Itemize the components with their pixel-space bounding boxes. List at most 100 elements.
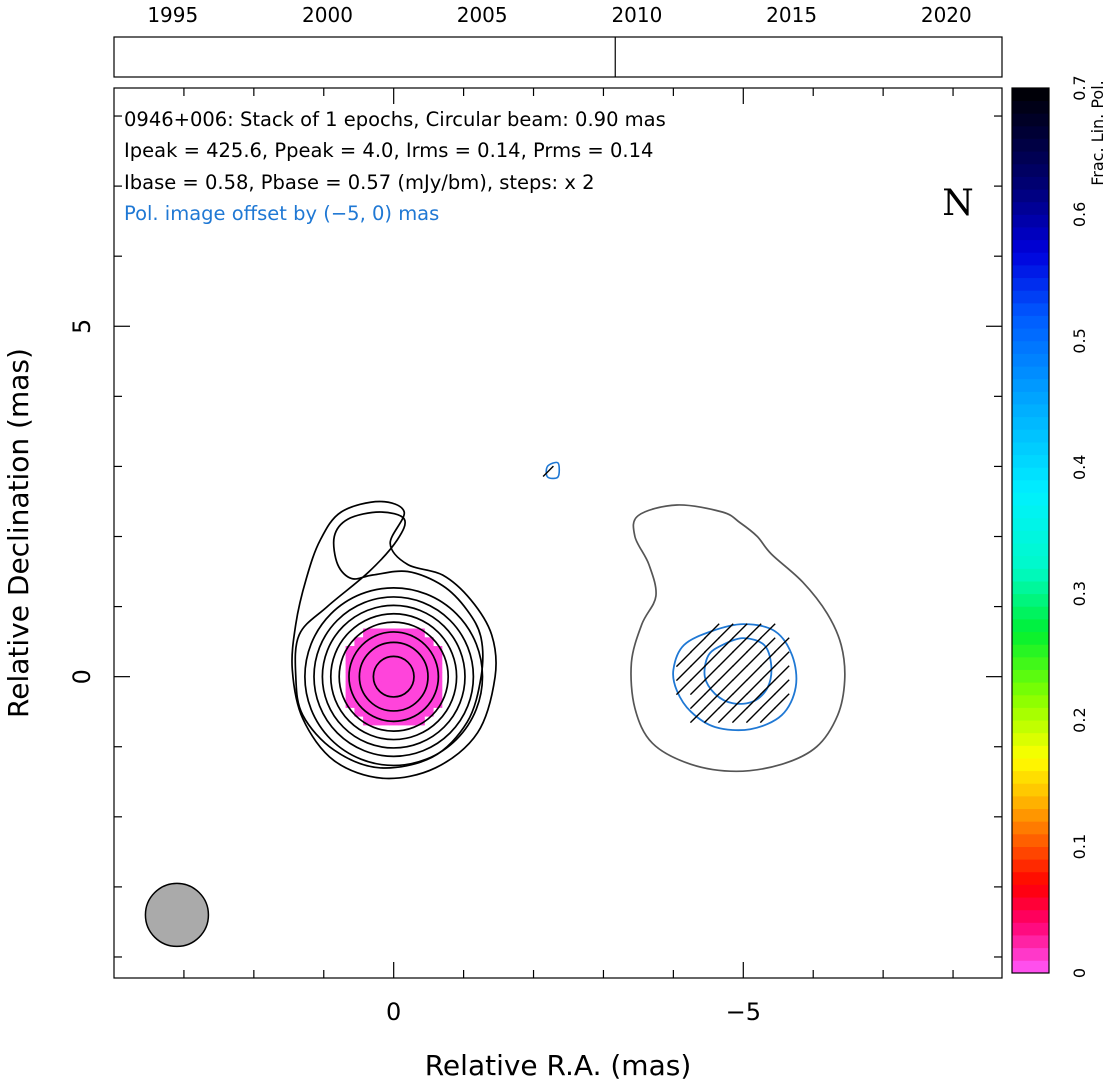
intensity-contour-lobe — [291, 500, 497, 780]
pol-pixel — [398, 637, 408, 647]
timeline-year-label: 2015 — [766, 3, 817, 27]
evpa-vector — [773, 651, 790, 668]
colorbar: 0 0.1 0.2 0.3 0.4 0.5 0.6 0.7 Frac. Lin. Pol. — [1011, 75, 1107, 978]
evpa-vector — [689, 637, 706, 653]
colorbar-label: Frac. Lin. Pol. — [1088, 80, 1107, 185]
colorbar-tick-label: 0 — [1070, 968, 1089, 978]
pol-pixel — [424, 637, 434, 647]
pol-pixel — [380, 681, 390, 691]
evpa-vector — [731, 623, 748, 639]
colorbar-band — [1012, 656, 1049, 670]
evpa-vector — [773, 665, 790, 682]
colorbar-band — [1012, 302, 1049, 316]
pol-pixel — [389, 681, 399, 691]
pol-pixel — [389, 628, 399, 638]
colorbar-band — [1012, 265, 1049, 279]
polarized-intensity-contours — [545, 461, 846, 773]
pol-pixel — [424, 689, 434, 700]
pol-pixel — [406, 672, 417, 682]
evpa-vector — [675, 679, 692, 696]
evpa-vector — [759, 637, 776, 653]
evpa-vector — [703, 707, 720, 724]
pol-pixel — [406, 654, 417, 665]
evpa-vector — [542, 465, 554, 477]
evpa-vector — [675, 651, 692, 668]
pol-pixel — [433, 646, 443, 656]
evpa-vector — [717, 707, 734, 724]
evpa-vector — [773, 693, 790, 710]
colorbar-band — [1012, 833, 1049, 847]
evpa-vector — [717, 623, 734, 639]
pol-pixel — [389, 707, 399, 717]
pol-pixel — [371, 646, 382, 656]
pol-pixel — [380, 654, 390, 665]
pol-pixel — [363, 698, 373, 708]
colorbar-band — [1012, 151, 1049, 165]
evpa-vector — [759, 651, 776, 668]
evpa-vector — [703, 693, 720, 710]
evpa-vector — [703, 651, 720, 668]
colorbar-band — [1012, 176, 1049, 190]
north-label: N — [942, 183, 974, 224]
timeline-ticks: 1995 2000 2005 2010 2015 2020 — [147, 3, 971, 27]
colorbar-band — [1012, 227, 1049, 241]
evpa-vector — [689, 651, 706, 668]
intensity-contour-ring — [304, 587, 484, 767]
colorbar-band — [1012, 214, 1049, 228]
colorbar-band — [1012, 442, 1049, 456]
pol-pixel — [371, 654, 382, 665]
pol-pixel — [406, 698, 417, 708]
colorbar-tick-label: 0.7 — [1070, 75, 1089, 100]
colorbar-band — [1012, 201, 1049, 215]
colorbar-band — [1012, 315, 1049, 329]
pol-pixel — [415, 654, 425, 665]
pol-pixel — [371, 698, 382, 708]
colorbar-band — [1012, 88, 1049, 102]
pol-pixel — [380, 663, 390, 673]
evpa-vector — [745, 637, 762, 653]
pol-pixel — [345, 646, 355, 656]
colorbar-band — [1012, 492, 1049, 506]
pol-pixel — [354, 707, 364, 717]
colorbar-band — [1012, 669, 1049, 683]
evpa-vectors — [542, 465, 790, 724]
colorbar-band — [1012, 100, 1049, 114]
colorbar-band — [1012, 960, 1049, 974]
colorbar-band — [1012, 125, 1049, 139]
evpa-vector — [759, 679, 776, 696]
colorbar-band — [1012, 897, 1049, 911]
colorbar-band — [1012, 467, 1049, 481]
evpa-vector — [689, 665, 706, 682]
colorbar-band — [1012, 758, 1049, 772]
polarized-intensity-contour-small — [545, 461, 561, 480]
pol-pixel — [363, 637, 373, 647]
colorbar-band — [1012, 859, 1049, 873]
pol-pixel — [398, 698, 408, 708]
pol-pixel — [415, 646, 425, 656]
colorbar-band — [1012, 416, 1049, 430]
pol-pixel — [406, 716, 417, 726]
colorbar-band — [1012, 290, 1049, 304]
evpa-vector — [745, 651, 762, 668]
pol-pixel — [345, 672, 355, 682]
plot-frame — [113, 87, 1003, 979]
colorbar-band — [1012, 796, 1049, 810]
pol-pixel — [424, 646, 434, 656]
colorbar-band — [1012, 808, 1049, 822]
pol-pixel — [380, 707, 390, 717]
colorbar-band — [1012, 391, 1049, 405]
intensity-contour-ring — [329, 612, 458, 741]
pol-pixel — [389, 663, 399, 673]
evpa-vector — [703, 665, 720, 682]
pol-pixel — [415, 698, 425, 708]
pol-pixel — [371, 628, 382, 638]
annotation-line-3: Ibase = 0.58, Pbase = 0.57 (mJy/bm), ste… — [124, 171, 594, 194]
pol-pixel — [389, 654, 399, 665]
pol-pixel — [363, 681, 373, 691]
colorbar-band — [1012, 505, 1049, 519]
pol-pixel — [363, 628, 373, 638]
colorbar-band — [1012, 454, 1049, 468]
colorbar-band — [1012, 644, 1049, 658]
colorbar-band — [1012, 543, 1049, 557]
